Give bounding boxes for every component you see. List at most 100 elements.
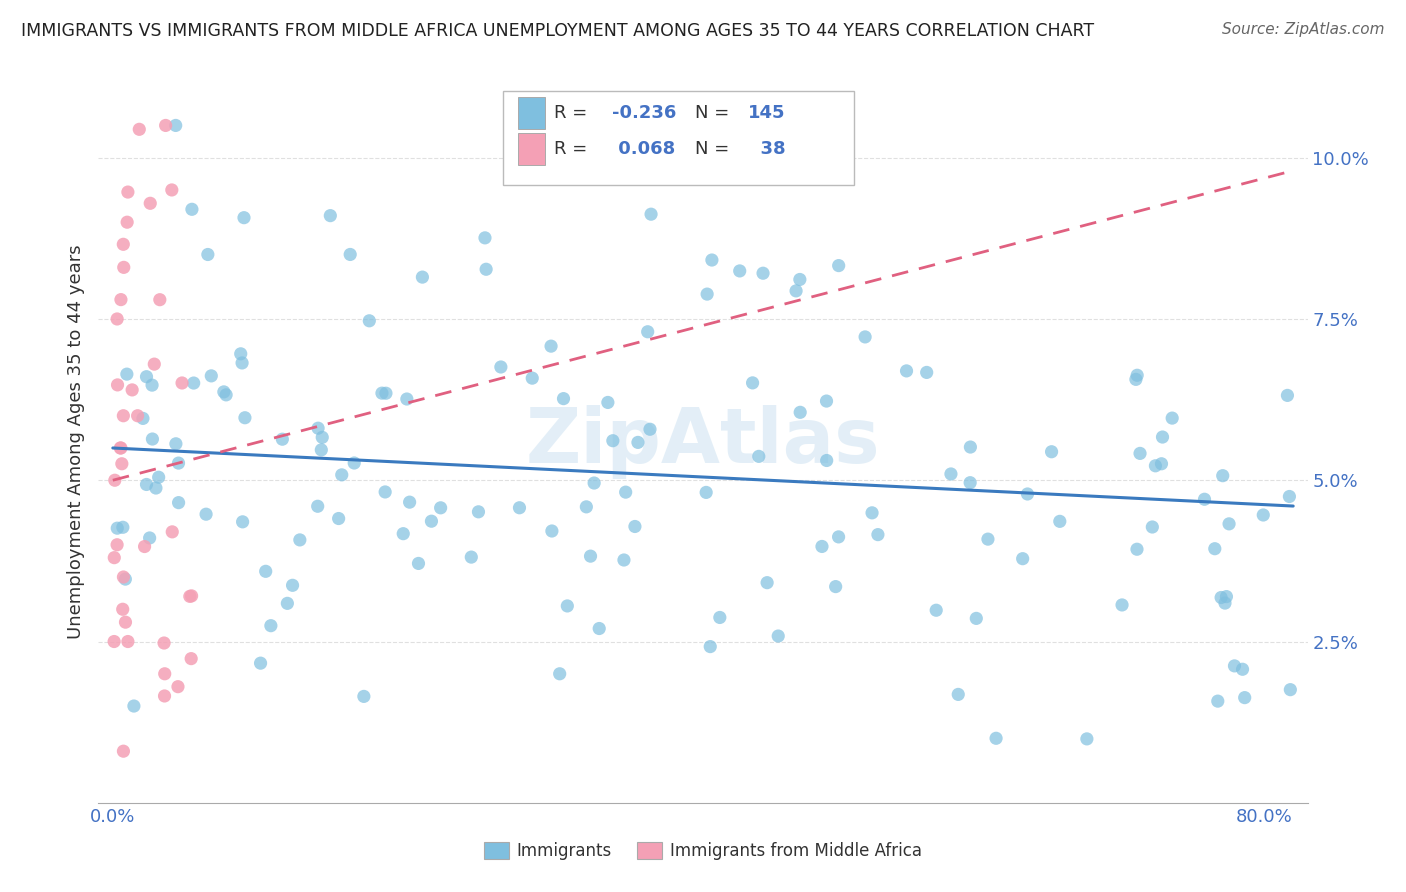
- Point: [984, 731, 1007, 746]
- Point: [212, 384, 235, 399]
- Point: [167, 495, 190, 509]
- Point: [575, 500, 598, 514]
- Point: [1129, 446, 1152, 460]
- Point: [115, 367, 138, 381]
- Point: [153, 689, 176, 703]
- Point: [1076, 731, 1098, 746]
- Point: [135, 477, 157, 491]
- Point: [143, 357, 166, 371]
- Point: [700, 253, 723, 268]
- Point: [135, 369, 157, 384]
- Point: [153, 666, 176, 681]
- Point: [179, 590, 201, 604]
- Point: [1206, 694, 1229, 708]
- Point: [374, 386, 396, 401]
- Point: [785, 284, 807, 298]
- Point: [111, 520, 134, 534]
- Point: [392, 526, 415, 541]
- Point: [748, 450, 770, 464]
- Point: [915, 366, 938, 380]
- Point: [977, 532, 1000, 546]
- Point: [860, 506, 883, 520]
- FancyBboxPatch shape: [517, 133, 544, 165]
- Point: [475, 262, 498, 277]
- FancyBboxPatch shape: [503, 91, 855, 185]
- Point: [1017, 487, 1039, 501]
- Point: [624, 519, 647, 533]
- Point: [112, 237, 135, 252]
- Point: [541, 524, 564, 538]
- Point: [181, 202, 204, 217]
- Point: [1040, 444, 1063, 458]
- Point: [343, 456, 366, 470]
- Point: [311, 442, 333, 457]
- Point: [699, 640, 721, 654]
- Point: [281, 578, 304, 592]
- Point: [429, 500, 451, 515]
- Point: [160, 183, 183, 197]
- Point: [141, 378, 163, 392]
- Point: [752, 266, 775, 280]
- Point: [155, 119, 177, 133]
- Point: [307, 421, 329, 435]
- Point: [508, 500, 530, 515]
- Point: [165, 437, 187, 451]
- Point: [411, 270, 433, 285]
- Point: [638, 422, 661, 436]
- Point: [1232, 662, 1254, 676]
- Point: [548, 666, 571, 681]
- Point: [1215, 590, 1237, 604]
- Point: [105, 538, 128, 552]
- Point: [110, 441, 132, 455]
- Point: [271, 432, 294, 446]
- Point: [117, 185, 139, 199]
- Point: [260, 618, 283, 632]
- Point: [1161, 411, 1184, 425]
- Point: [637, 325, 659, 339]
- Point: [640, 207, 662, 221]
- Point: [132, 411, 155, 425]
- Point: [613, 553, 636, 567]
- Point: [1011, 551, 1033, 566]
- Point: [111, 602, 134, 616]
- Point: [145, 481, 167, 495]
- Point: [307, 500, 329, 514]
- Point: [276, 596, 298, 610]
- Point: [959, 440, 981, 454]
- Point: [371, 386, 394, 401]
- Point: [395, 392, 418, 406]
- Point: [408, 557, 430, 571]
- Point: [827, 259, 849, 273]
- Point: [105, 312, 128, 326]
- Text: ZipAtlas: ZipAtlas: [526, 405, 880, 478]
- Point: [1111, 598, 1133, 612]
- Point: [112, 409, 135, 423]
- Point: [115, 215, 138, 229]
- Point: [489, 359, 512, 374]
- Point: [522, 371, 544, 385]
- Point: [110, 441, 132, 455]
- Point: [107, 378, 129, 392]
- Point: [815, 394, 838, 409]
- Point: [183, 376, 205, 390]
- Point: [111, 457, 134, 471]
- Point: [866, 527, 889, 541]
- Point: [197, 247, 219, 261]
- Point: [233, 410, 256, 425]
- Point: [1144, 458, 1167, 473]
- Point: [233, 211, 256, 225]
- Point: [398, 495, 420, 509]
- Point: [162, 524, 184, 539]
- Point: [815, 453, 838, 467]
- Text: -0.236: -0.236: [613, 103, 676, 122]
- Point: [330, 467, 353, 482]
- Point: [122, 699, 145, 714]
- Point: [959, 475, 981, 490]
- Point: [596, 395, 619, 409]
- Point: [1211, 591, 1233, 605]
- Point: [1278, 490, 1301, 504]
- Point: [167, 456, 190, 470]
- Point: [195, 507, 218, 521]
- Text: 0.068: 0.068: [613, 140, 675, 158]
- Text: R =: R =: [554, 140, 593, 158]
